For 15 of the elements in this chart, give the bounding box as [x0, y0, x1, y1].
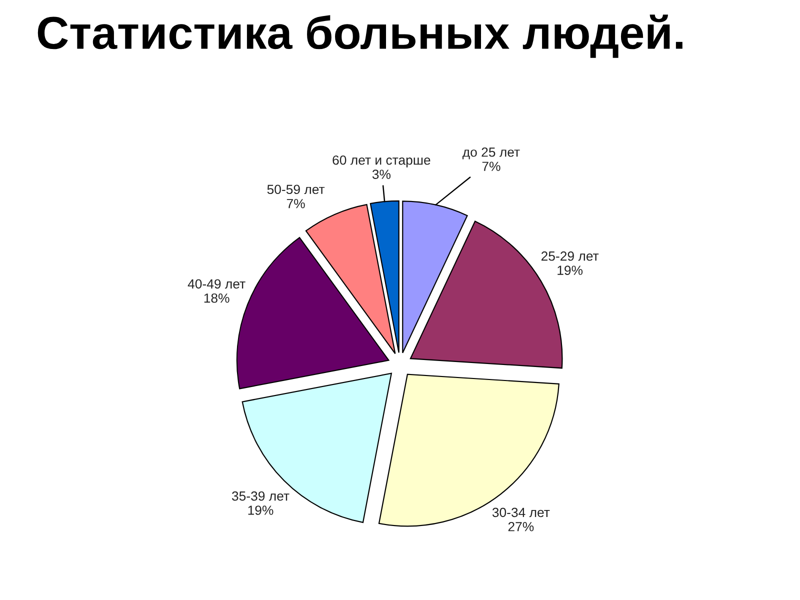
data-label: 18%: [204, 293, 230, 303]
slice-label: 30-34 лет: [492, 508, 550, 518]
slice-label: 40-49 лет: [188, 279, 246, 289]
data-label: 27%: [508, 522, 534, 532]
data-label: 3%: [372, 170, 390, 179]
chart-title: Статистика больных людей.: [38, 14, 682, 58]
data-label: 7%: [482, 162, 500, 171]
data-label: 19%: [558, 266, 583, 275]
slice-label: 60 лет и старше: [332, 155, 430, 168]
slice-label: 25-29 лет: [541, 251, 599, 261]
slice-label: 35-39 лет: [232, 491, 290, 501]
slice-label: 50-59 лет: [267, 184, 325, 194]
data-label: 19%: [248, 506, 274, 515]
data-label: 7%: [286, 198, 305, 208]
slice-label: до 25 лет: [462, 147, 520, 160]
